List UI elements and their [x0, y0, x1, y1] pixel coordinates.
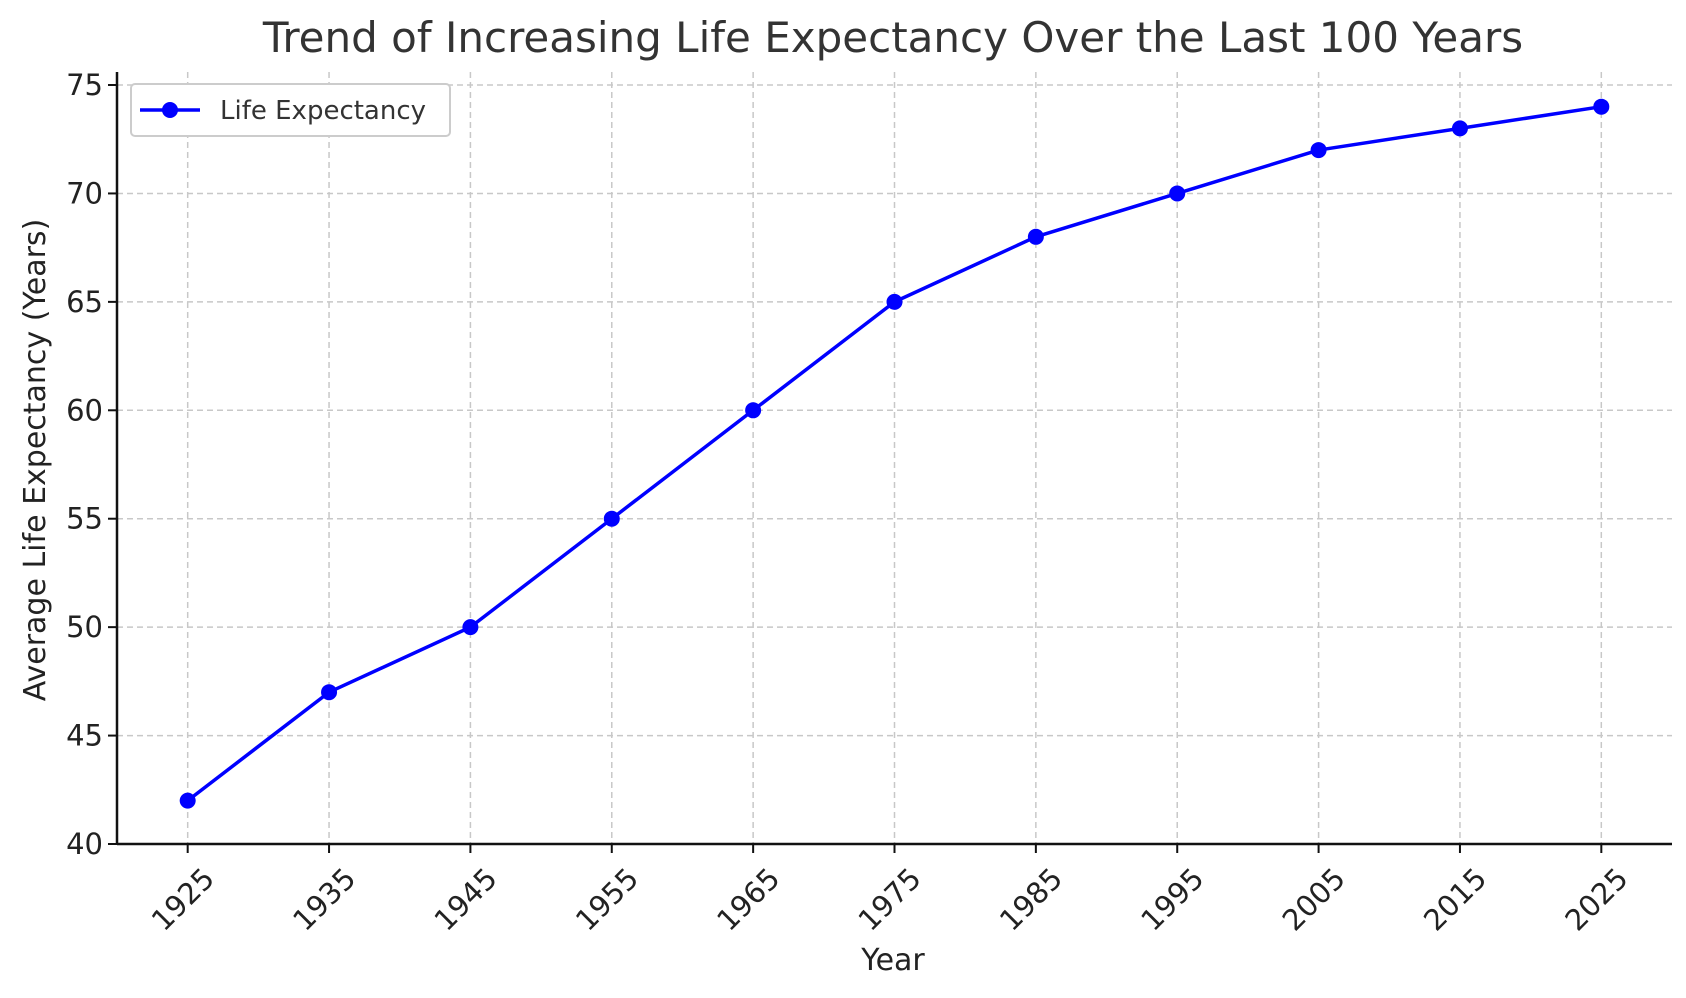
x-tick-label: 1985: [993, 861, 1069, 937]
x-tick-label: 1955: [569, 861, 645, 937]
x-tick-label: 1925: [145, 861, 221, 937]
grid-lines: [117, 72, 1672, 845]
x-axis-ticks: 1925 1935 1945 1955 1965 1975 1985 1995 2005 2015…: [145, 844, 1635, 937]
data-point: [603, 510, 620, 527]
data-point: [321, 684, 338, 701]
legend-series-label: Life Expectancy: [220, 96, 426, 126]
x-axis-label: Year: [860, 943, 925, 978]
data-point: [1169, 185, 1186, 202]
y-tick-label: 75: [66, 68, 103, 102]
data-point: [886, 293, 903, 310]
data-point: [1451, 120, 1468, 137]
x-tick-label: 1965: [710, 861, 786, 937]
data-point: [1310, 142, 1327, 159]
x-tick-label: 2005: [1276, 861, 1352, 937]
y-tick-label: 50: [66, 610, 103, 644]
data-point: [179, 792, 196, 809]
y-tick-label: 45: [66, 719, 103, 753]
x-tick-label: 2025: [1558, 861, 1634, 937]
y-tick-label: 40: [66, 827, 103, 861]
x-tick-label: 2015: [1417, 861, 1493, 937]
y-tick-label: 65: [66, 285, 103, 319]
data-point: [745, 402, 762, 419]
chart-title: Trend of Increasing Life Expectancy Over…: [262, 13, 1523, 62]
y-tick-label: 60: [66, 393, 103, 427]
series-layer: [179, 98, 1610, 809]
data-point: [462, 619, 479, 636]
legend: Life Expectancy: [130, 83, 451, 137]
x-tick-label: 1975: [852, 861, 928, 937]
y-tick-label: 70: [66, 176, 103, 210]
legend-series-marker: [162, 102, 178, 118]
data-point: [1593, 98, 1610, 115]
x-tick-label: 1945: [427, 861, 503, 937]
legend-box: [130, 83, 451, 137]
x-tick-label: 1995: [1134, 861, 1210, 937]
y-axis-ticks: 40 45 50 55 60 65 70 75: [66, 68, 117, 861]
data-point: [1027, 228, 1044, 245]
y-tick-label: 55: [66, 502, 103, 536]
x-tick-label: 1935: [286, 861, 362, 937]
y-axis-label: Average Life Expectancy (Years): [18, 219, 53, 702]
